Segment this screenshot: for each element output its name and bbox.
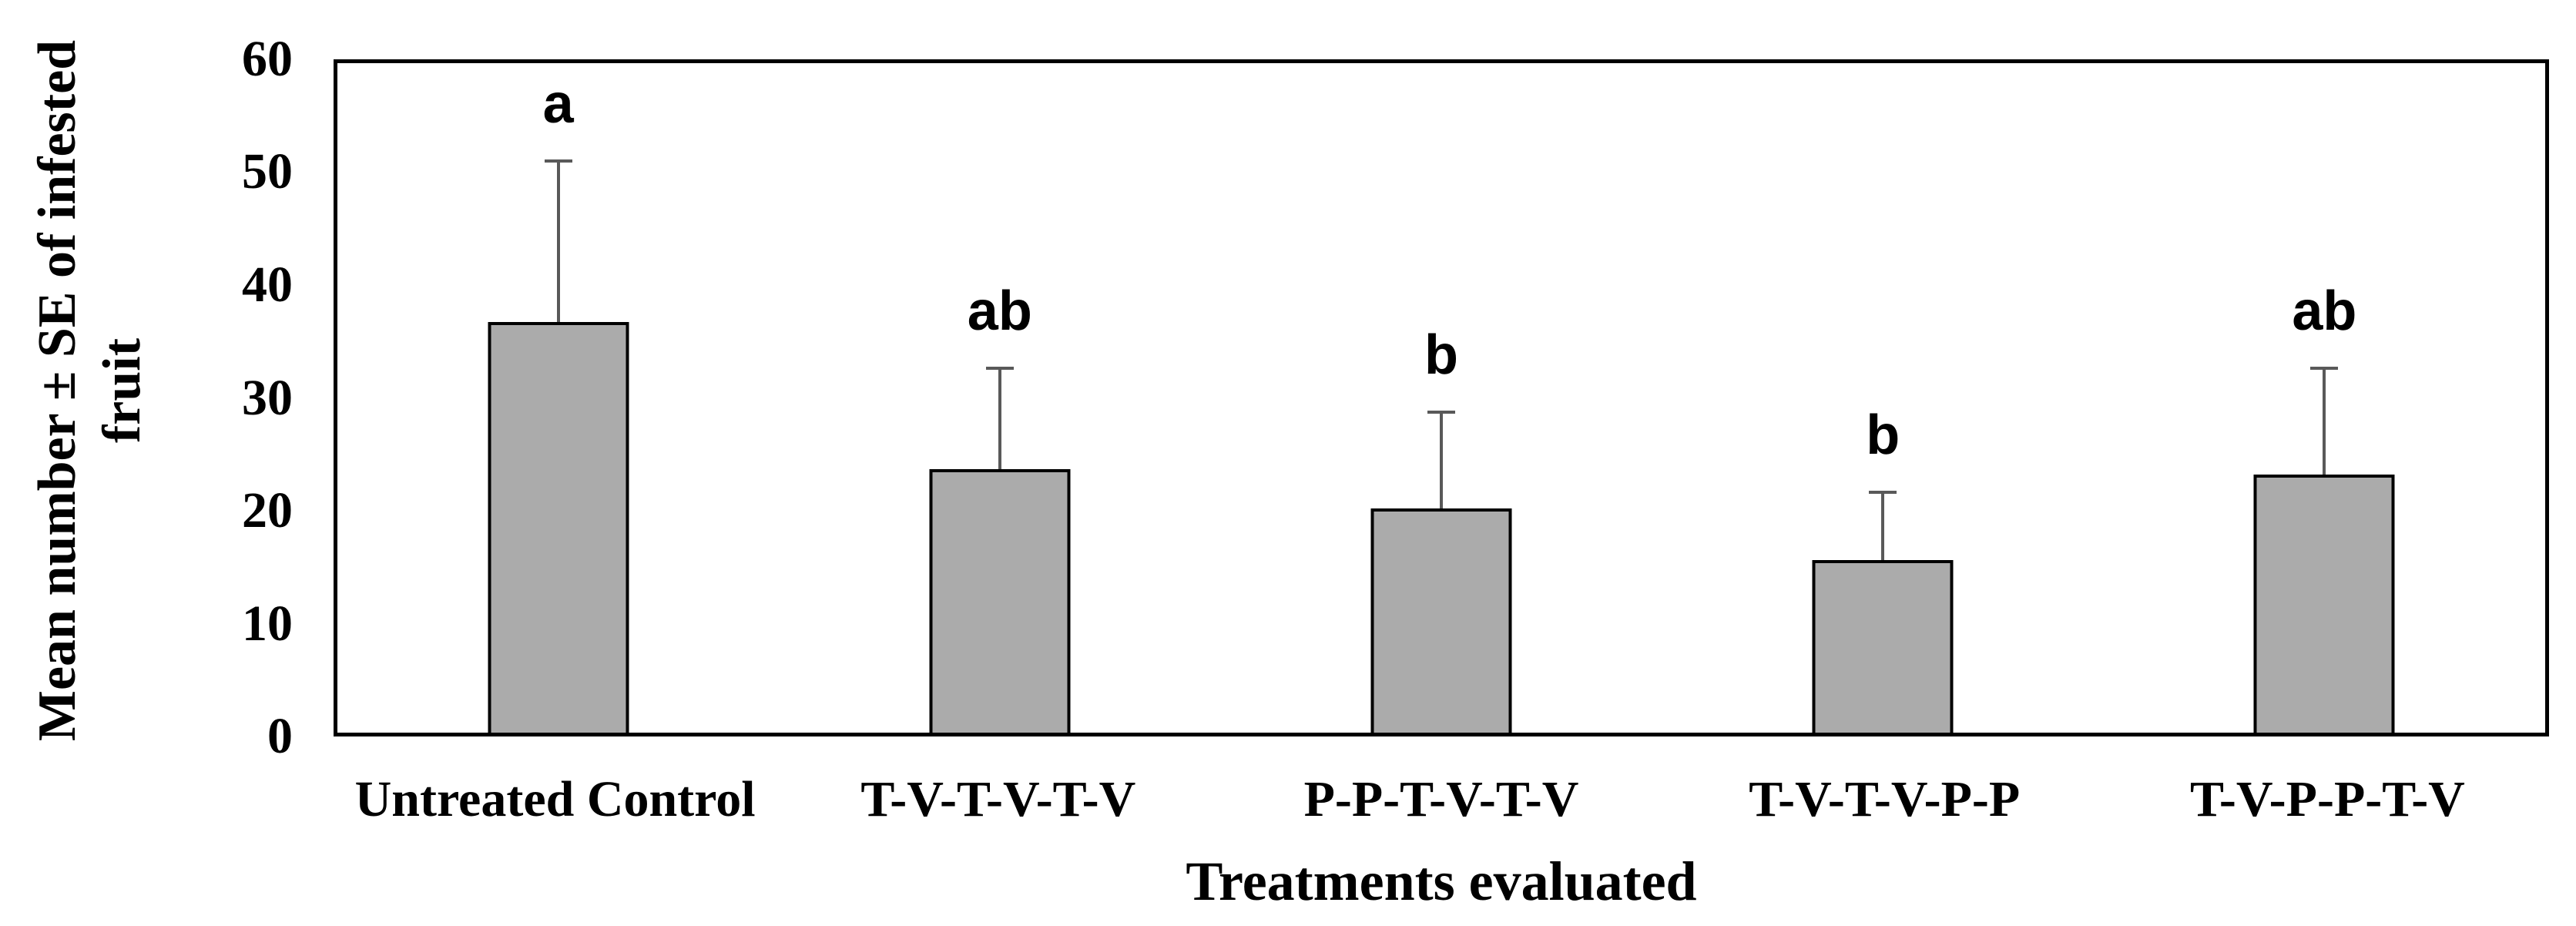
bar-column: a [337,63,779,733]
significance-letter: ab [2292,280,2357,343]
significance-letter: b [1424,324,1458,386]
y-tick-label: 10 [242,595,293,652]
error-bar-cap [2310,367,2339,371]
bar-column: ab [779,63,1220,733]
y-tick-label: 30 [242,369,293,426]
error-bar-line [1440,413,1443,508]
bar [1370,508,1512,733]
bar-column: ab [2104,63,2545,733]
y-tick-label: 60 [242,31,293,87]
significance-letter: ab [967,280,1032,343]
bar-column: b [1662,63,2104,733]
y-axis-ticks: 0 10 20 30 40 50 60 [0,34,293,762]
x-category-label: Untreated Control [354,771,756,827]
error-bar-line [2323,370,2326,475]
x-category-label: P-P-T-V-T-V [1303,771,1579,827]
significance-letter: a [542,72,574,135]
error-bar-cap [1869,491,1897,495]
y-tick-label: 0 [267,708,293,764]
bar [1812,559,1954,733]
x-category-label: T-V-T-V-T-V [860,771,1136,827]
error-bar-cap [1427,410,1455,414]
y-tick-label: 40 [242,256,293,313]
x-category-label: T-V-T-V-P-P [1749,771,2021,827]
x-category-label: T-V-P-P-T-V [2189,771,2465,827]
plot-area: a ab b b ab [334,59,2549,736]
bar [488,322,629,733]
bar [2253,475,2395,733]
bar-column: b [1220,63,1662,733]
bar-columns: a ab b b ab [337,63,2545,733]
error-bar-line [556,162,560,323]
error-bar-cap [544,159,572,163]
error-bar-line [998,370,1001,470]
x-axis-labels: Untreated Control T-V-T-V-T-V P-P-T-V-T-V T… [334,769,2549,830]
bar [929,469,1071,733]
error-bar-line [1881,494,1885,560]
y-tick-label: 50 [242,143,293,200]
y-tick-label: 20 [242,481,293,538]
significance-letter: b [1866,404,1900,467]
x-axis-title: Treatments evaluated [1186,851,1697,912]
error-bar-cap [985,367,1014,371]
